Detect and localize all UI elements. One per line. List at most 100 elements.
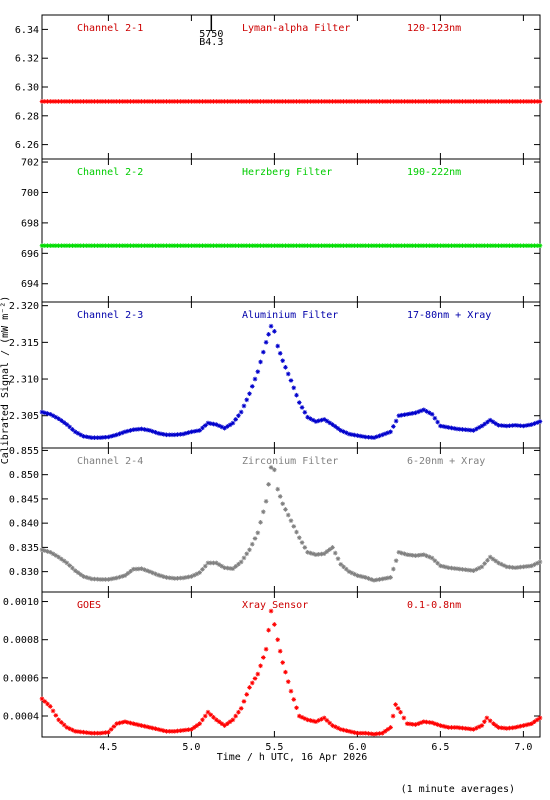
data-point [114,243,119,249]
data-point [526,563,532,569]
data-point [451,566,457,571]
data-point [172,99,178,104]
data-point [393,99,399,104]
data-point [153,571,158,577]
data-point [504,564,510,570]
data-point [357,730,363,736]
data-point [352,243,357,249]
data-point [313,243,319,249]
data-point [103,730,108,735]
data-point [463,243,468,249]
data-point [510,423,515,428]
data-point [59,556,64,562]
y-tick-label: 6.32 [15,54,39,65]
data-point [366,243,371,249]
data-point [208,99,214,104]
data-point [327,720,333,726]
data-point [119,720,125,725]
data-point [363,730,368,736]
data-point [310,551,316,557]
data-point [67,243,72,249]
data-point [83,434,89,440]
data-point [512,99,518,104]
data-point [106,99,111,104]
data-point [415,721,421,726]
data-point [216,243,222,249]
data-point [377,577,382,582]
data-point [485,558,490,563]
data-point [476,243,482,249]
data-point [313,552,319,557]
data-point [388,575,393,580]
data-point [222,723,227,728]
data-point [321,715,327,721]
data-point [42,548,48,553]
data-point [255,530,261,536]
data-point [410,553,416,558]
panel-frame [41,158,541,303]
data-point [258,663,263,669]
data-point [523,564,529,569]
data-point [305,549,310,555]
data-point [360,99,366,104]
data-point [131,566,136,572]
y-axis-label: Calibrated Signal / (mW m⁻²) [0,296,11,465]
data-point [305,414,310,420]
data-point [496,422,501,428]
data-point [482,243,487,249]
data-point [327,99,333,104]
data-point [117,720,122,726]
data-point [86,730,92,736]
data-point [377,243,382,249]
panel-filter-label: Xray Sensor [242,600,308,611]
data-point [521,99,526,104]
data-point [421,243,427,249]
data-point [297,535,302,540]
data-point [161,432,167,437]
data-point [449,243,454,249]
data-point [277,351,283,356]
data-point [139,426,144,432]
data-point [460,725,465,731]
data-point [202,713,208,719]
data-point [302,99,308,104]
data-point [67,563,72,568]
data-point [197,721,202,726]
data-point [268,608,274,614]
data-point [42,99,48,104]
data-point [97,243,103,249]
data-point [338,243,344,249]
data-point [319,99,324,104]
data-point [230,99,236,104]
data-point [491,721,496,726]
data-point [42,410,48,416]
data-point [407,721,413,727]
data-point [261,243,266,249]
data-point [465,243,471,249]
data-point [435,243,440,249]
data-point [479,99,485,104]
y-tick-label: 2.305 [9,411,39,422]
data-point [363,575,368,580]
data-point [208,712,214,718]
data-point [39,696,45,702]
data-point [393,243,399,249]
data-point [330,422,335,427]
data-point [172,728,178,734]
data-point [435,722,440,727]
data-point [133,721,139,727]
data-point [238,243,244,249]
data-point [191,243,197,249]
data-point [42,243,48,249]
data-point [180,243,186,249]
data-point [211,560,216,566]
data-point [523,423,529,428]
panel-band-label: 6-20nm + Xray [407,456,485,467]
data-point [410,721,416,727]
data-point [512,243,518,249]
data-point [128,99,133,104]
data-point [457,243,463,249]
data-point [366,576,371,581]
data-point [111,243,117,249]
x-tick-label: 7.0 [514,742,532,753]
